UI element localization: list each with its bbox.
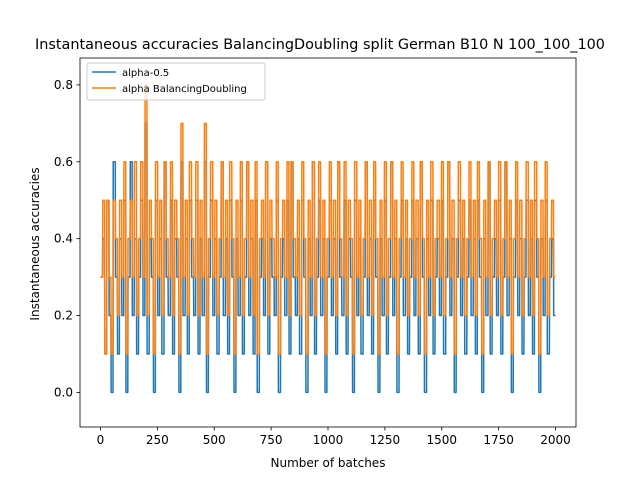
chart-title: Instantaneous accuracies BalancingDoubli… bbox=[35, 37, 605, 53]
x-tick-label-1750: 1750 bbox=[483, 433, 514, 447]
plot-area: 0 250 500 750 1000 1250 1500 1750 2000 0.0 0.2 0.4 0… bbox=[54, 57, 577, 447]
legend-label-alpha-balancingdoubling: alpha BalancingDoubling bbox=[122, 84, 247, 95]
x-tick-label-1000: 1000 bbox=[313, 433, 344, 447]
y-tick-label-0.8: 0.8 bbox=[54, 78, 73, 92]
y-axis-label: Instantaneous accuracies bbox=[28, 167, 42, 320]
y-tick-label-0.2: 0.2 bbox=[54, 309, 73, 323]
y-tick-label-0: 0.0 bbox=[54, 385, 73, 399]
x-tick-label-1500: 1500 bbox=[426, 433, 457, 447]
legend-label-alpha-0.5: alpha-0.5 bbox=[122, 68, 169, 79]
x-tick-label-500: 500 bbox=[203, 433, 226, 447]
x-tick-label-0: 0 bbox=[97, 433, 105, 447]
x-tick-label-1250: 1250 bbox=[370, 433, 401, 447]
x-tick-label-250: 250 bbox=[146, 433, 169, 447]
legend-box bbox=[86, 62, 266, 101]
x-tick-label-750: 750 bbox=[260, 433, 283, 447]
x-tick-label-2000: 2000 bbox=[540, 433, 571, 447]
series-lines bbox=[99, 84, 557, 394]
series-line-alpha-balancingdoubling bbox=[99, 84, 557, 355]
y-tick-label-0.4: 0.4 bbox=[54, 232, 73, 246]
legend: alpha-0.5 alpha BalancingDoubling bbox=[86, 62, 266, 101]
x-axis-label: Number of batches bbox=[271, 456, 386, 470]
y-tick-label-0.6: 0.6 bbox=[54, 155, 73, 169]
